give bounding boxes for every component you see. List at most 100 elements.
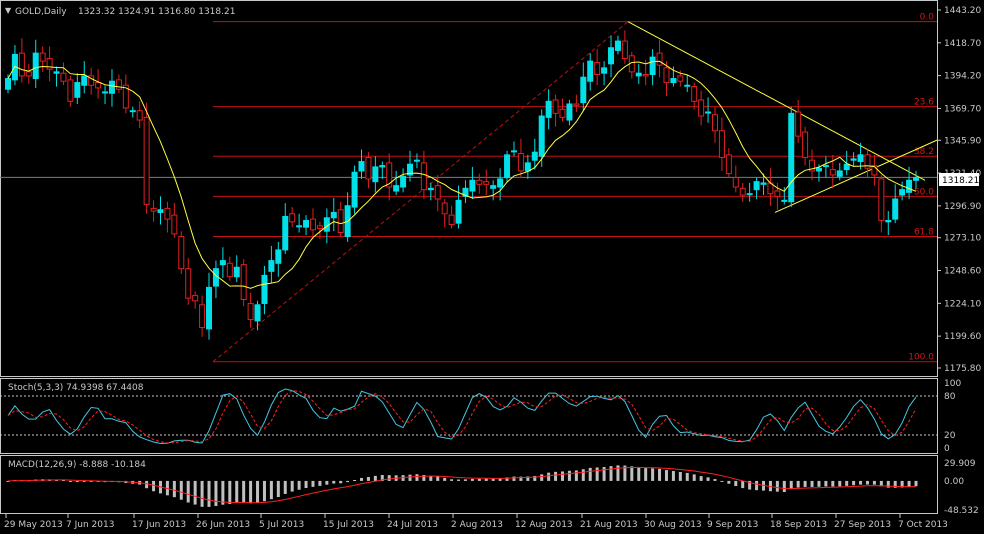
collapse-triangle-icon[interactable]: ▼ [5, 6, 12, 15]
price-panel[interactable] [0, 0, 938, 377]
price-tick-6: 1296.90 [944, 202, 981, 212]
candle-body-54 [379, 165, 386, 168]
candlesticks[interactable] [5, 30, 919, 340]
price-tick-8: 1248.60 [944, 267, 981, 277]
candle-body-72 [504, 154, 511, 179]
macd-bar-119 [831, 480, 835, 487]
macd-bar-50 [353, 479, 357, 481]
macd-bar-124 [865, 480, 869, 485]
x-tick-12: 18 Sep 2013 [770, 520, 827, 530]
macd-indicator [6, 465, 918, 507]
candle-body-51 [358, 161, 365, 172]
candle-body-13 [95, 82, 102, 89]
trendlines[interactable] [212, 21, 938, 363]
macd-bar-43 [304, 480, 308, 488]
candle-body-94 [656, 52, 663, 66]
macd-bar-121 [845, 480, 849, 486]
macd-bar-41 [290, 480, 294, 492]
macd-bar-44 [311, 480, 315, 487]
x-tick-5: 15 Jul 2013 [323, 520, 374, 530]
macd-bar-53 [373, 475, 377, 481]
candle-body-104 [725, 154, 732, 175]
macd-bar-20 [145, 480, 149, 489]
candle-body-83 [580, 76, 587, 104]
macd-bar-98 [685, 472, 689, 481]
price-tick-7: 1273.10 [944, 234, 981, 244]
candle-body-0 [5, 78, 11, 90]
candle-body-129 [899, 189, 906, 196]
x-tick-11: 9 Sep 2013 [707, 520, 758, 530]
stoch-tick-2: 20 [944, 431, 956, 441]
candle-body-15 [108, 80, 115, 94]
macd-bar-38 [269, 480, 273, 500]
candle-body-125 [871, 165, 878, 176]
macd-panel[interactable] [0, 455, 938, 514]
macd-bar-69 [484, 478, 488, 481]
macd-bar-125 [872, 480, 876, 485]
price-tick-9: 1224.10 [944, 299, 981, 309]
macd-bar-128 [893, 480, 897, 488]
macd-bar-39 [276, 480, 280, 498]
chart-symbol: GOLD,Daily [15, 7, 67, 17]
candle-body-12 [88, 75, 95, 86]
stoch-title: Stoch(5,3,3) 74.9398 67.4408 [8, 383, 144, 393]
macd-bar-107 [748, 480, 752, 490]
candle-body-122 [850, 158, 857, 161]
macd-bar-59 [415, 474, 419, 481]
candle-body-95 [663, 67, 670, 84]
candle-body-53 [372, 166, 379, 183]
macd-bar-31 [221, 480, 225, 505]
price-tick-10: 1199.60 [944, 332, 981, 342]
resistance-trendline [627, 21, 926, 181]
macd-bar-104 [727, 480, 731, 484]
ma-line [7, 60, 917, 289]
macd-bar-37 [262, 480, 266, 502]
moving-average [7, 60, 917, 289]
candle-body-62 [434, 185, 441, 200]
candle-body-74 [517, 153, 524, 172]
candle-body-113 [788, 112, 795, 203]
candle-body-21 [150, 207, 157, 212]
candle-body-76 [531, 151, 538, 161]
macd-bar-85 [595, 467, 599, 481]
candle-body-96 [670, 78, 677, 84]
candle-body-31 [219, 260, 226, 266]
candle-body-87 [608, 47, 615, 65]
macd-bar-103 [720, 480, 724, 482]
candle-body-61 [427, 187, 434, 191]
macd-bar-54 [380, 475, 384, 481]
candle-body-44 [309, 218, 316, 231]
macd-bar-60 [422, 474, 426, 481]
candle-body-18 [129, 110, 136, 113]
x-tick-3: 26 Jun 2013 [196, 520, 250, 530]
macd-bar-36 [256, 480, 260, 503]
x-tick-10: 30 Aug 2013 [644, 520, 702, 530]
macd-bar-127 [886, 480, 890, 488]
macd-bar-77 [540, 474, 544, 481]
stoch-tick-1: 80 [944, 392, 956, 402]
stoch-d-line [7, 390, 917, 444]
candle-body-127 [885, 219, 892, 223]
candle-body-130 [906, 179, 913, 193]
fib-label-3: 50.0 [914, 187, 934, 197]
candle-body-115 [802, 131, 809, 159]
macd-bar-81 [567, 470, 571, 481]
fibonacci-levels[interactable]: 0.0 23.6 38.2 50.0 61.8 100.0 [0, 13, 937, 363]
candle-body-89 [621, 40, 628, 59]
candle-body-52 [365, 157, 372, 180]
candle-body-46 [323, 217, 330, 232]
macd-bar-91 [637, 467, 641, 481]
macd-bar-120 [838, 480, 842, 487]
macd-bar-131 [914, 480, 918, 487]
current-price-label: 1318.21 [942, 176, 979, 186]
candle-body-11 [81, 75, 88, 86]
fib-label-0: 0.0 [920, 13, 935, 23]
x-tick-14: 7 Oct 2013 [898, 520, 948, 530]
candle-body-6 [46, 57, 53, 70]
x-tick-7: 2 Aug 2013 [451, 520, 503, 530]
macd-bar-74 [519, 476, 523, 481]
candle-body-70 [490, 185, 497, 189]
x-tick-4: 5 Jul 2013 [259, 520, 304, 530]
stoch-k-line [7, 388, 917, 445]
